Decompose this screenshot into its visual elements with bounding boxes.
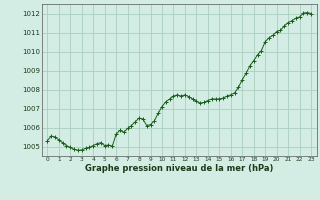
X-axis label: Graphe pression niveau de la mer (hPa): Graphe pression niveau de la mer (hPa) [85, 164, 273, 173]
